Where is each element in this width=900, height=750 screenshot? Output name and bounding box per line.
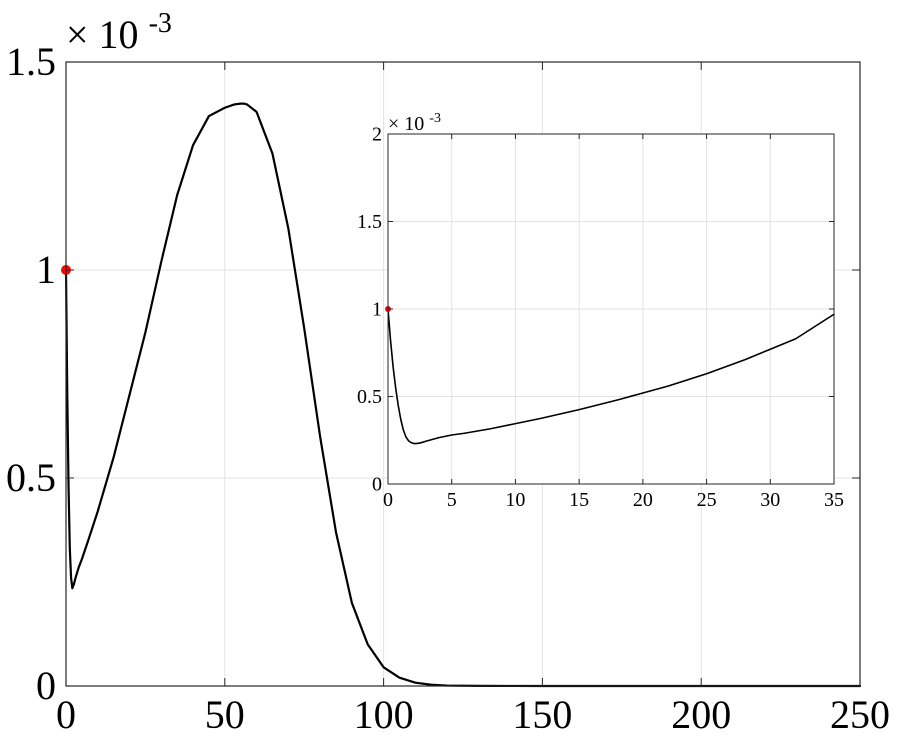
inset-y-tick-label: 1 bbox=[372, 299, 382, 321]
inset-y-tick-label: 1.5 bbox=[357, 211, 382, 233]
inset-chart: 0 5 10 15 20 25 30 35 0 0.5 1 1.5 2 × 10 -3 bbox=[357, 111, 844, 511]
main-y-tick-label: 1 bbox=[36, 247, 56, 292]
main-x-tick-label: 100 bbox=[354, 692, 414, 737]
main-series-line-0 bbox=[64, 102, 862, 688]
inset-x-tick-label: 15 bbox=[569, 489, 589, 511]
main-exponent-power: -3 bbox=[149, 8, 172, 39]
main-y-tick-label: 0 bbox=[36, 663, 56, 708]
main-y-exponent-label: × 10 -3 bbox=[66, 8, 172, 57]
inset-y-tick-label: 0 bbox=[372, 474, 382, 496]
inset-x-tick-label: 0 bbox=[383, 489, 393, 511]
inset-series-line-0 bbox=[387, 308, 835, 445]
inset-exponent-power: -3 bbox=[429, 111, 441, 126]
main-y-tick-label: 1.5 bbox=[6, 39, 56, 84]
inset-x-tick-label: 5 bbox=[447, 489, 457, 511]
inset-plot-frame bbox=[387, 133, 835, 485]
inset-exponent-base: × 10 bbox=[388, 113, 424, 135]
main-x-tick-label: 150 bbox=[512, 692, 572, 737]
main-x-tick-label: 50 bbox=[205, 692, 245, 737]
inset-y-tick-label: 2 bbox=[372, 124, 382, 146]
inset-x-tick-label: 10 bbox=[505, 489, 525, 511]
main-x-tick-label: 200 bbox=[671, 692, 731, 737]
inset-x-tick-label: 20 bbox=[633, 489, 653, 511]
main-x-tick-label: 0 bbox=[56, 692, 76, 737]
inset-y-tick-label: 0.5 bbox=[357, 386, 382, 408]
inset-x-tick-label: 35 bbox=[824, 489, 844, 511]
main-exponent-base: × 10 bbox=[66, 12, 139, 57]
inset-x-tick-label: 25 bbox=[697, 489, 717, 511]
main-x-tick-label: 250 bbox=[830, 692, 890, 737]
inset-tick-labels: 0 5 10 15 20 25 30 35 0 0.5 1 1.5 2 bbox=[357, 124, 844, 511]
main-plot-frame bbox=[65, 61, 861, 687]
main-y-tick-label: 0.5 bbox=[6, 455, 56, 500]
inset-y-exponent-label: × 10 -3 bbox=[388, 111, 441, 135]
inset-x-tick-label: 30 bbox=[760, 489, 780, 511]
